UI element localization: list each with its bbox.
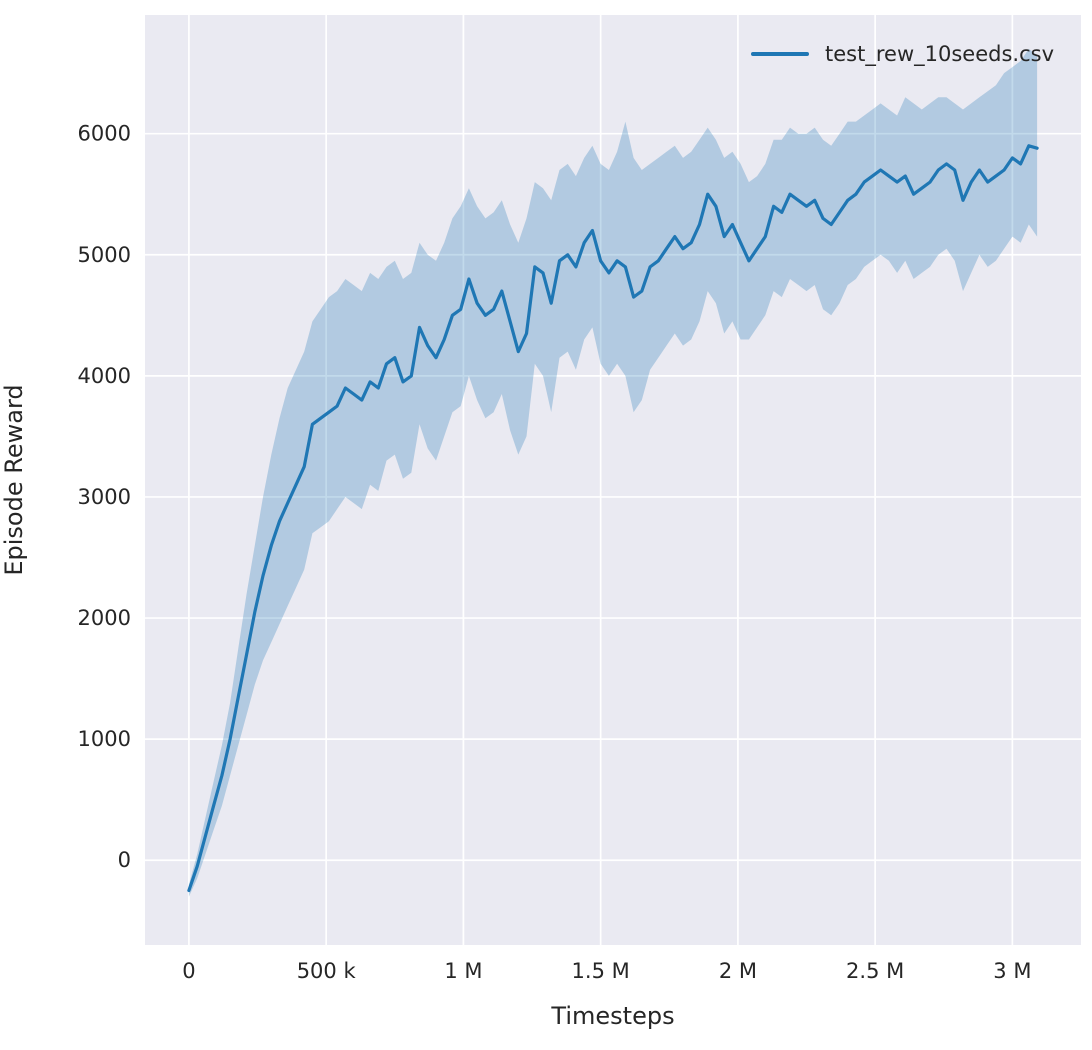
y-tick-label: 6000 <box>78 122 131 146</box>
plot-area <box>145 15 1081 945</box>
y-tick-label: 5000 <box>78 243 131 267</box>
x-tick-label: 2.5 M <box>846 959 904 983</box>
line-series <box>187 144 1039 893</box>
x-tick-label: 500 k <box>297 959 357 983</box>
legend-label: test_rew_10seeds.csv <box>825 42 1054 66</box>
x-tick-label: 3 M <box>993 959 1031 983</box>
y-tick-label: 1000 <box>78 727 131 751</box>
x-axis-label: Timesteps <box>551 1002 675 1030</box>
legend: test_rew_10seeds.csv <box>751 42 1054 66</box>
legend-line-swatch <box>751 52 810 56</box>
confidence-band <box>188 48 1038 897</box>
x-tick-label: 1 M <box>444 959 482 983</box>
y-tick-label: 2000 <box>78 606 131 630</box>
y-tick-label: 4000 <box>78 364 131 388</box>
y-axis-label: Episode Reward <box>0 384 28 576</box>
x-tick-label: 2 M <box>719 959 757 983</box>
y-tick-label: 0 <box>118 848 131 872</box>
x-tick-label: 1.5 M <box>572 959 630 983</box>
y-tick-label: 3000 <box>78 485 131 509</box>
x-tick-label: 0 <box>182 959 195 983</box>
